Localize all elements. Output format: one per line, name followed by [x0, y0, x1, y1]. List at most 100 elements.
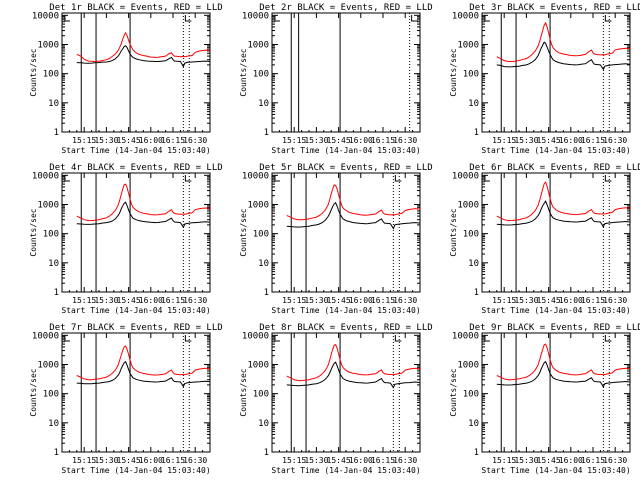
corner-step-glyph [184, 15, 192, 22]
panel-title: Det 7r BLACK = Events, RED = LLD [49, 323, 222, 333]
x-tick-label: 15:15 [282, 136, 306, 145]
corner-step-glyph [394, 175, 402, 182]
corner-step-glyph [604, 335, 612, 342]
x-tick-label: 16:00 [349, 136, 373, 145]
y-tick-label: 10 [468, 419, 479, 429]
x-tick-label: 16:15 [371, 296, 395, 305]
y-axis-label: Counts/sec [29, 208, 38, 256]
corner-step-glyph-left [64, 175, 70, 182]
y-tick-label: 10 [468, 99, 479, 109]
corner-step-glyph-left [274, 335, 280, 342]
x-tick-label: 15:45 [117, 136, 141, 145]
y-tick-label: 100 [463, 70, 479, 80]
x-tick-label: 16:00 [559, 296, 583, 305]
lld-series-line [496, 181, 630, 222]
x-tick-label: 15:15 [282, 456, 306, 465]
events-series-line [76, 45, 210, 68]
y-tick-label: 10 [258, 99, 269, 109]
x-tick-label: 15:15 [492, 136, 516, 145]
panel-title: Det 3r BLACK = Events, RED = LLD [469, 3, 640, 13]
x-tick-label: 15:30 [514, 456, 538, 465]
x-axis-label: Start Time (14-Jan-04 15:03:40) [481, 146, 630, 155]
x-tick-label: 16:30 [603, 296, 627, 305]
y-axis-label: Counts/sec [29, 368, 38, 416]
corner-step-glyph-left [484, 335, 490, 342]
corner-step-glyph [184, 175, 192, 182]
y-tick-label: 10000 [242, 331, 269, 341]
lld-series-line [286, 343, 420, 382]
y-tick-label: 100 [43, 230, 59, 240]
corner-step-glyph-left [484, 175, 490, 182]
x-tick-label: 15:15 [282, 296, 306, 305]
events-series-line [496, 200, 630, 228]
y-tick-label: 1 [264, 128, 269, 138]
x-tick-label: 15:15 [492, 456, 516, 465]
corner-step-glyph-left [64, 335, 70, 342]
x-tick-label: 16:15 [161, 296, 185, 305]
detector-panel-9: Det 9r BLACK = Events, RED = LLD 1 10 100 10… [449, 323, 640, 475]
x-tick-label: 15:30 [94, 296, 118, 305]
lld-series-line [76, 183, 210, 222]
lld-series-line [286, 184, 420, 221]
y-axis-label: Counts/sec [449, 208, 458, 256]
y-tick-label: 1 [54, 448, 59, 458]
y-tick-label: 100 [43, 390, 59, 400]
detector-panel-5: Det 5r BLACK = Events, RED = LLD 1 10 100 10… [239, 163, 433, 315]
detector-panel-8: Det 8r BLACK = Events, RED = LLD 1 10 100 10… [239, 323, 433, 475]
x-tick-label: 15:45 [537, 456, 561, 465]
panel-title: Det 6r BLACK = Events, RED = LLD [469, 163, 640, 173]
panel-title: Det 2r BLACK = Events, RED = LLD [259, 3, 432, 13]
x-tick-label: 16:00 [349, 456, 373, 465]
x-axis-label: Start Time (14-Jan-04 15:03:40) [61, 466, 210, 475]
y-tick-label: 100 [463, 230, 479, 240]
detector-panel-7: Det 7r BLACK = Events, RED = LLD 1 10 100 10… [29, 323, 223, 475]
y-tick-label: 10000 [242, 171, 269, 181]
x-tick-label: 15:30 [514, 136, 538, 145]
y-tick-label: 10000 [452, 171, 479, 181]
x-tick-label: 15:30 [304, 136, 328, 145]
x-tick-label: 15:15 [72, 136, 96, 145]
lld-series-line [76, 31, 210, 63]
y-tick-label: 1000 [247, 360, 269, 370]
y-tick-label: 10000 [452, 11, 479, 21]
events-series-line [496, 41, 630, 71]
y-tick-label: 100 [43, 70, 59, 80]
detector-panel-3: Det 3r BLACK = Events, RED = LLD 1 10 100 10… [449, 3, 640, 155]
x-axis-label: Start Time (14-Jan-04 15:03:40) [61, 306, 210, 315]
y-tick-label: 1 [264, 288, 269, 298]
y-tick-label: 1 [474, 128, 479, 138]
y-tick-label: 10000 [452, 331, 479, 341]
y-tick-label: 1000 [457, 360, 479, 370]
corner-step-glyph-left [64, 15, 70, 22]
corner-step-glyph [604, 175, 612, 182]
panel-title: Det 1r BLACK = Events, RED = LLD [49, 3, 222, 13]
x-tick-label: 16:30 [393, 296, 417, 305]
corner-step-glyph [604, 15, 612, 22]
y-tick-label: 10 [258, 259, 269, 269]
corner-step-glyph [394, 335, 402, 342]
panel-title: Det 5r BLACK = Events, RED = LLD [259, 163, 432, 173]
detector-panel-2: Det 2r BLACK = Events, RED = LLD 1 10 100 10… [239, 3, 433, 155]
x-tick-label: 15:30 [94, 456, 118, 465]
events-series-line [286, 201, 420, 230]
x-tick-label: 16:15 [581, 456, 605, 465]
y-tick-label: 10 [48, 419, 59, 429]
detector-panel-1: Det 1r BLACK = Events, RED = LLD 1 10 100 10… [29, 3, 223, 155]
x-tick-label: 15:30 [304, 296, 328, 305]
x-tick-label: 16:15 [161, 136, 185, 145]
plot-frame [271, 332, 421, 453]
events-series-line [76, 360, 210, 388]
x-axis-label: Start Time (14-Jan-04 15:03:40) [271, 146, 420, 155]
x-tick-label: 15:45 [117, 296, 141, 305]
y-tick-label: 1 [264, 448, 269, 458]
y-tick-label: 10 [48, 259, 59, 269]
lld-series-line [496, 343, 630, 381]
x-tick-label: 16:00 [349, 296, 373, 305]
y-axis-label: Counts/sec [239, 208, 248, 256]
y-tick-label: 100 [253, 70, 269, 80]
plot-frame [61, 12, 211, 133]
lld-series-line [76, 345, 210, 381]
y-tick-label: 1 [474, 448, 479, 458]
plot-frame [481, 12, 631, 133]
